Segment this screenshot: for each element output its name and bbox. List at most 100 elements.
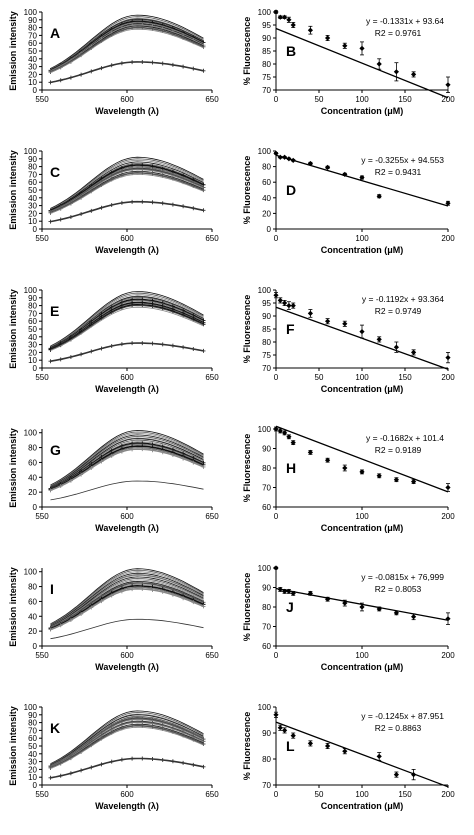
x-tick-label: 650 <box>205 234 219 243</box>
y-tick-label: 90 <box>28 294 37 303</box>
spectrum-curve <box>50 439 204 489</box>
x-tick-label: 200 <box>441 512 455 521</box>
y-tick-label: 90 <box>262 312 271 321</box>
x-tick-label: 100 <box>355 512 369 521</box>
spectrum-marker <box>201 188 206 193</box>
x-tick-label: 600 <box>120 234 134 243</box>
x-tick-label: 150 <box>398 790 412 799</box>
spectrum-marker <box>68 771 73 776</box>
spectrum-marker <box>58 78 63 83</box>
spectrum-marker <box>109 593 114 598</box>
y-tick-label: 70 <box>28 726 37 735</box>
data-point <box>282 154 288 160</box>
spectrum-marker <box>68 478 73 483</box>
x-axis-title: Concentration (μM) <box>321 245 404 255</box>
x-axis-title: Concentration (μM) <box>321 801 404 811</box>
y-tick-label: 40 <box>28 194 37 203</box>
spectrum-marker <box>109 344 114 349</box>
spectrum-marker <box>160 342 165 347</box>
spectrum-curve <box>50 14 204 69</box>
data-point <box>277 297 283 303</box>
y-tick-label: 90 <box>262 445 271 454</box>
data-point <box>273 712 279 718</box>
data-point <box>342 748 348 754</box>
spectrum-marker <box>150 200 155 205</box>
spectrum-marker <box>150 721 155 726</box>
data-point <box>286 434 292 440</box>
spectrum-marker <box>191 66 196 71</box>
data-point <box>282 14 288 20</box>
spectrum-marker <box>89 349 94 354</box>
spectrum-marker <box>201 464 206 469</box>
y-tick-label: 100 <box>24 703 38 712</box>
spectrum-marker <box>160 450 165 455</box>
spectrum-marker <box>109 202 114 207</box>
data-point <box>325 35 331 41</box>
spectrum-marker <box>191 347 196 352</box>
data-point <box>307 449 313 455</box>
x-axis-title: Concentration (μM) <box>321 523 404 533</box>
y-axis-title: Emission intensity <box>8 567 18 647</box>
data-point <box>411 71 417 77</box>
spectrum-marker <box>160 61 165 66</box>
data-point <box>359 174 365 181</box>
data-point <box>273 292 279 298</box>
data-point <box>286 588 292 594</box>
spectrum-marker <box>150 448 155 453</box>
data-point <box>325 457 331 463</box>
y-axis-title: Emission intensity <box>8 706 18 786</box>
data-point <box>445 616 451 622</box>
spectrum-marker <box>140 341 145 346</box>
panel-letter: A <box>50 25 60 41</box>
spectrum-curve <box>50 159 204 210</box>
y-tick-label: 40 <box>28 333 37 342</box>
y-tick-label: 80 <box>262 338 271 347</box>
x-tick-label: 600 <box>120 95 134 104</box>
spectrum-marker <box>170 592 175 597</box>
spectrum-marker <box>48 359 53 364</box>
x-tick-label: 100 <box>355 373 369 382</box>
spectrum-marker <box>181 596 186 601</box>
y-axis-title: % Fluorescence <box>242 156 252 225</box>
y-tick-label: 40 <box>262 194 271 203</box>
data-point <box>411 479 417 485</box>
spectrum-curve <box>50 714 204 766</box>
spectrum-marker <box>130 341 135 346</box>
x-tick-label: 50 <box>315 95 324 104</box>
spectrum-marker <box>130 60 135 65</box>
spectrum-marker <box>140 719 145 724</box>
regression-equation: y = -0.1245x + 87.951 <box>361 711 444 721</box>
spectrum-marker <box>79 352 84 357</box>
y-tick-label: 90 <box>28 16 37 25</box>
spectrum-curve <box>50 200 204 223</box>
spectrum-marker <box>130 587 135 592</box>
data-point <box>286 303 292 309</box>
x-tick-label: 0 <box>274 512 279 521</box>
spectrum-marker <box>170 453 175 458</box>
data-point <box>273 565 279 571</box>
y-axis-title: % Fluorescence <box>242 573 252 642</box>
spectrum-marker <box>201 604 206 609</box>
x-axis-title: Concentration (μM) <box>321 106 404 116</box>
y-tick-label: 40 <box>28 55 37 64</box>
spectrum-marker <box>89 466 94 471</box>
x-tick-label: 0 <box>274 373 279 382</box>
spectrum-curve <box>50 26 204 73</box>
y-tick-label: 100 <box>258 703 272 712</box>
spectrum-marker <box>201 764 206 769</box>
y-tick-label: 60 <box>28 178 37 187</box>
panel-letter: C <box>50 164 60 180</box>
spectrum-marker <box>68 214 73 219</box>
spectrum-marker <box>68 618 73 623</box>
data-point <box>325 164 331 170</box>
y-tick-label: 100 <box>24 147 38 156</box>
y-tick-label: 0 <box>33 225 38 234</box>
spectrum-marker <box>48 80 53 85</box>
y-tick-label: 0 <box>33 503 38 512</box>
y-tick-label: 70 <box>28 309 37 318</box>
spectrum-marker <box>99 66 104 71</box>
spectrum-curve <box>50 445 204 491</box>
spectrum-marker <box>140 447 145 452</box>
y-tick-label: 90 <box>262 34 271 43</box>
y-tick-label: 40 <box>28 473 37 482</box>
